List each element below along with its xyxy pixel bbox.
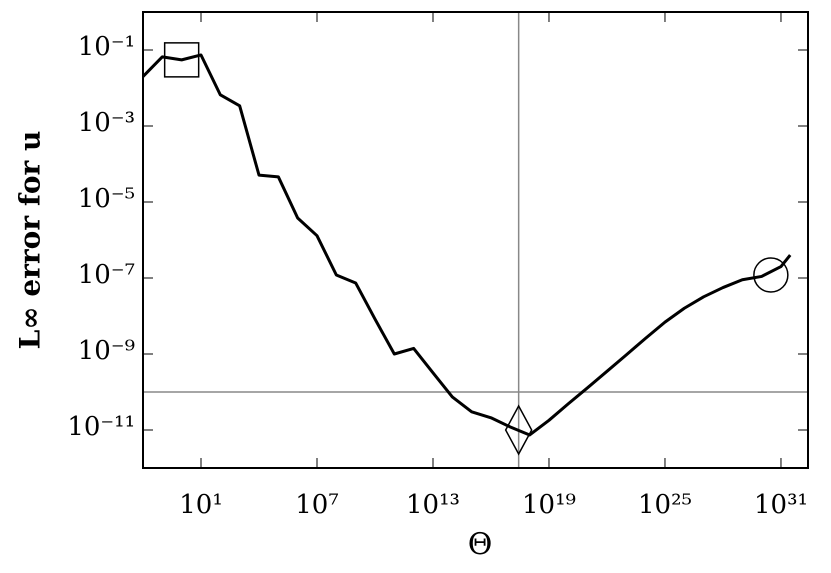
- y-axis-label: L∞ error for u: [14, 131, 47, 350]
- x-tick-label: 10¹: [179, 490, 223, 520]
- plot-frame: [142, 11, 809, 469]
- y-tick-label: 10⁻¹: [78, 32, 135, 62]
- y-tick-label: 10⁻⁵: [78, 184, 135, 214]
- marker-square: [163, 42, 200, 78]
- y-tick-label: 10⁻¹¹: [67, 412, 135, 442]
- marker-diamond: [504, 404, 533, 456]
- x-tick-label: 10²⁵: [638, 490, 692, 520]
- y-tick-label: 10⁻⁹: [78, 336, 135, 366]
- y-tick-label: 10⁻³: [78, 108, 135, 138]
- line: [141, 53, 792, 437]
- x-tick-label: 10¹³: [406, 490, 460, 520]
- y-tick-label: 10⁻⁷: [78, 260, 135, 290]
- x-axis-label: Θ: [468, 527, 493, 562]
- marker-circle: [753, 257, 789, 293]
- x-tick-label: 10³¹: [754, 490, 808, 520]
- x-tick-label: 10⁷: [295, 490, 339, 520]
- x-tick-label: 10¹⁹: [522, 490, 576, 520]
